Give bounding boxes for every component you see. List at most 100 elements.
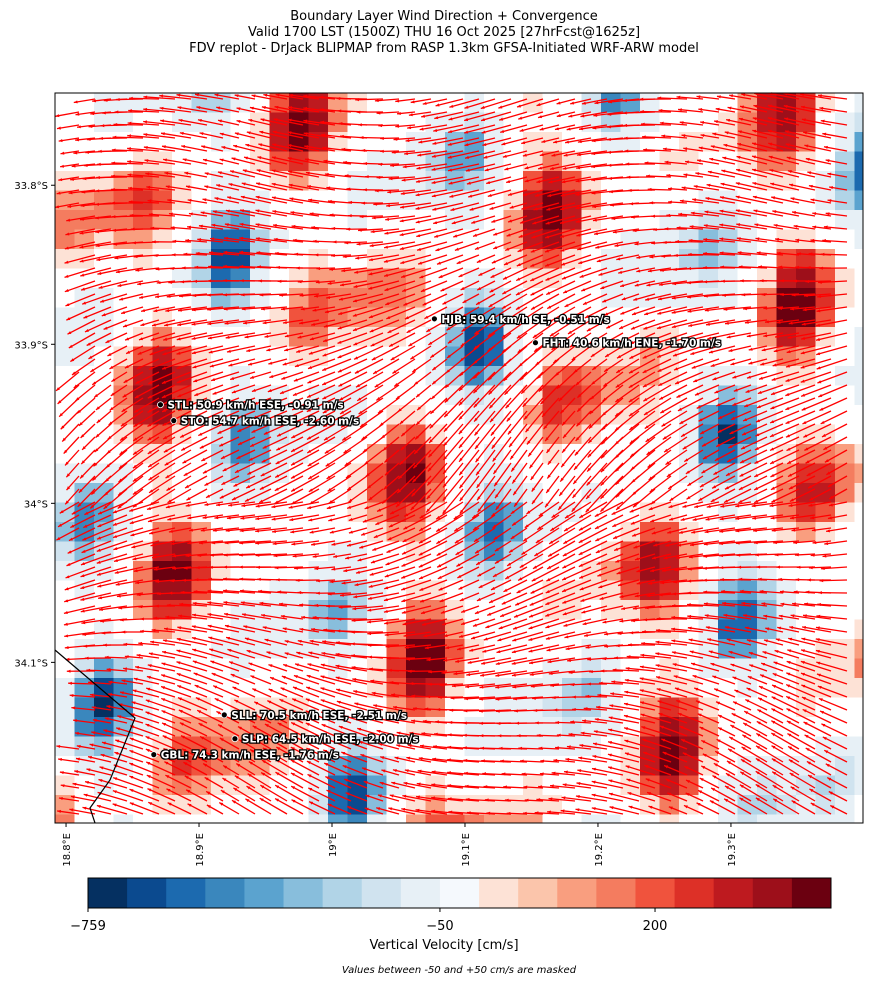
convergence-cell [75, 639, 95, 659]
convergence-cell [855, 210, 864, 230]
title-line: Boundary Layer Wind Direction + Converge… [290, 9, 598, 24]
convergence-cell [114, 230, 134, 250]
convergence-cell [153, 210, 173, 230]
convergence-cell [484, 795, 504, 815]
convergence-cell [328, 542, 348, 562]
convergence-cell [835, 483, 855, 503]
convergence-cell [640, 230, 660, 250]
convergence-cell [406, 444, 426, 464]
convergence-cell [309, 269, 329, 289]
convergence-cell [718, 366, 738, 386]
convergence-cell [582, 639, 602, 659]
convergence-cell [855, 639, 864, 659]
convergence-cell [835, 288, 855, 308]
convergence-cell [172, 269, 192, 289]
convergence-cell [270, 152, 290, 172]
convergence-cell [445, 366, 465, 386]
convergence-cell [114, 815, 134, 824]
convergence-cell [796, 288, 816, 308]
convergence-cell [777, 347, 797, 367]
convergence-cell [211, 483, 231, 503]
convergence-cell [192, 288, 212, 308]
convergence-cell [406, 405, 426, 425]
convergence-cell [75, 503, 95, 523]
convergence-cell [94, 191, 114, 211]
convergence-cell [699, 581, 719, 601]
convergence-cell [192, 561, 212, 581]
convergence-cell [114, 405, 134, 425]
convergence-cell [855, 93, 864, 113]
convergence-cell [601, 639, 621, 659]
convergence-cell [582, 386, 602, 406]
convergence-cell [816, 815, 836, 824]
convergence-cell [289, 600, 309, 620]
convergence-cell [328, 600, 348, 620]
wind-arrow [337, 98, 367, 99]
convergence-cell [94, 464, 114, 484]
convergence-cell [835, 444, 855, 464]
convergence-cell [94, 171, 114, 191]
convergence-cell [348, 815, 368, 824]
convergence-cell [601, 815, 621, 824]
convergence-cell [543, 698, 563, 718]
wind-arrow [111, 189, 143, 190]
convergence-cell [835, 464, 855, 484]
convergence-cell [348, 600, 368, 620]
convergence-cell [231, 288, 251, 308]
convergence-cell [192, 269, 212, 289]
convergence-cell [94, 561, 114, 581]
convergence-cell [640, 93, 660, 113]
convergence-cell [504, 795, 524, 815]
convergence-cell [660, 230, 680, 250]
convergence-cell [543, 386, 563, 406]
convergence-cell [309, 795, 329, 815]
convergence-cell [94, 113, 114, 133]
convergence-cell [835, 737, 855, 757]
wind-arrow [623, 125, 655, 126]
convergence-cell [445, 815, 465, 824]
convergence-cell [523, 776, 543, 796]
convergence-cell [153, 581, 173, 601]
convergence-cell [835, 171, 855, 191]
convergence-cell [835, 756, 855, 776]
convergence-cell [562, 737, 582, 757]
convergence-cell [309, 561, 329, 581]
convergence-cell [75, 191, 95, 211]
wind-arrow [130, 215, 159, 216]
convergence-cell [367, 171, 387, 191]
convergence-cell [796, 269, 816, 289]
convergence-cell [543, 737, 563, 757]
convergence-cell [582, 815, 602, 824]
convergence-cell [640, 113, 660, 133]
convergence-cell [211, 561, 231, 581]
convergence-cell [289, 269, 309, 289]
convergence-cell [738, 425, 758, 445]
convergence-cell [816, 269, 836, 289]
convergence-cell [796, 366, 816, 386]
convergence-cell [367, 152, 387, 172]
convergence-cell [855, 113, 864, 133]
convergence-cell [699, 288, 719, 308]
convergence-cell [231, 269, 251, 289]
convergence-cell [250, 288, 270, 308]
convergence-cell [328, 308, 348, 328]
convergence-cell [757, 620, 777, 640]
convergence-cell [523, 678, 543, 698]
convergence-cell [757, 581, 777, 601]
convergence-cell [55, 464, 75, 484]
convergence-cell [660, 210, 680, 230]
convergence-cell [114, 366, 134, 386]
convergence-cell [660, 152, 680, 172]
convergence-cell [640, 600, 660, 620]
convergence-cell [582, 366, 602, 386]
convergence-cell [660, 815, 680, 824]
convergence-cell [133, 249, 153, 269]
convergence-cell [231, 366, 251, 386]
convergence-cell [855, 327, 864, 347]
convergence-cell [621, 230, 641, 250]
convergence-cell [855, 171, 864, 191]
convergence-cell [250, 269, 270, 289]
convergence-cell [855, 230, 864, 250]
convergence-cell [387, 659, 407, 679]
convergence-cell [153, 230, 173, 250]
